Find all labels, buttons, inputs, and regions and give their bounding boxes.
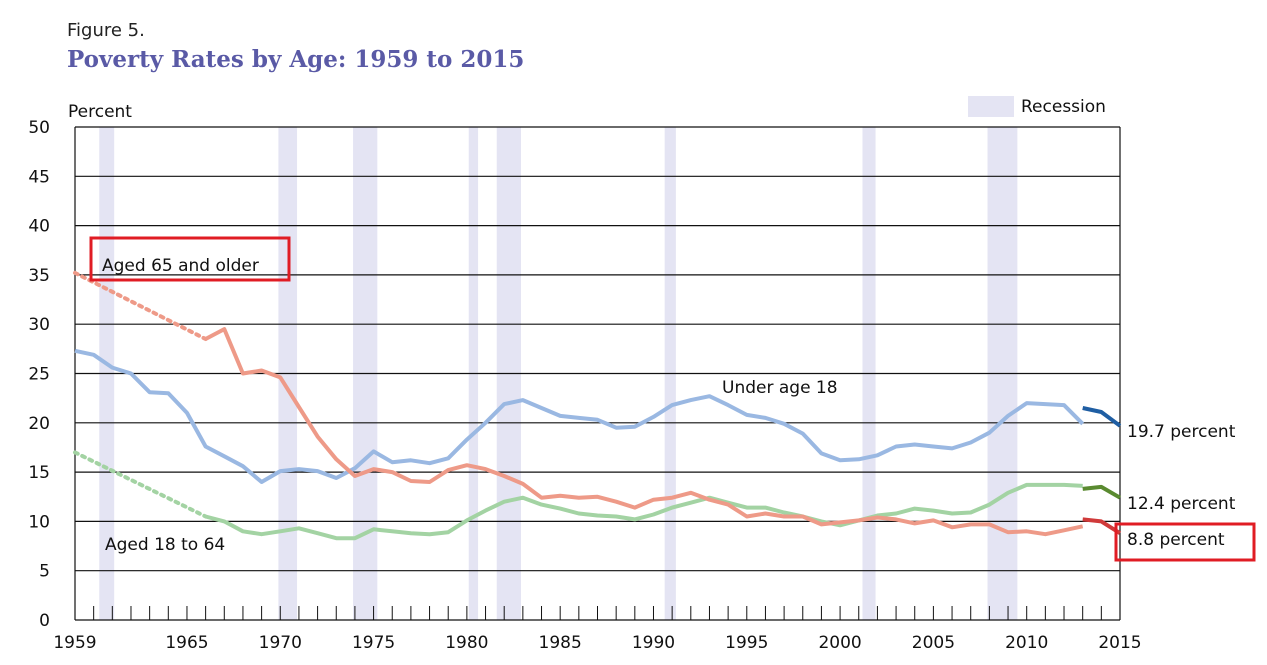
y-tick-label: 20 (28, 414, 50, 434)
y-tick-label: 5 (39, 562, 50, 582)
series-recent-line (1082, 484, 1122, 500)
axes: 0 5 10 15 20 25 30 35 40 45 50 1959 1965 1970 1975 1980… (28, 96, 1142, 653)
annotation-18-64: Aged 18 to 64 (105, 535, 225, 555)
series-lines (73, 270, 1122, 541)
x-tick-label: 2015 (1098, 633, 1141, 653)
series-recent-line (1082, 517, 1122, 535)
y-tick-label: 0 (39, 611, 50, 631)
highlight-box-end-label (1114, 522, 1256, 562)
legend-label: Recession (1021, 97, 1106, 117)
series-line (204, 327, 1084, 537)
y-tick-label: 40 (28, 217, 50, 237)
figure-label: Figure 5. (67, 20, 145, 41)
series-recent-line (1082, 406, 1122, 428)
y-tick-label: 50 (28, 118, 50, 138)
x-tick-label: 2000 (818, 633, 861, 653)
annotation-under-18: Under age 18 (722, 378, 838, 398)
annotations: 19.7 percent 12.4 percent 8.8 percent Under… (89, 236, 1256, 562)
y-tick-label: 15 (28, 463, 50, 483)
x-tick-label: 1965 (165, 633, 208, 653)
x-tick-label: 1970 (259, 633, 302, 653)
series-dotted-line (73, 270, 208, 341)
end-value-label: 19.7 percent (1127, 422, 1236, 442)
x-tick-label: 2010 (1005, 633, 1048, 653)
x-tick-label: 1975 (352, 633, 395, 653)
series-dotted-line (73, 450, 208, 519)
series-line (74, 348, 1085, 484)
gridlines (75, 126, 1120, 621)
series-line (205, 482, 1083, 541)
x-tick-label: 1985 (539, 633, 582, 653)
y-tick-label: 35 (28, 266, 50, 286)
x-tick-label: 1990 (632, 633, 675, 653)
x-tick-label: 2005 (912, 633, 955, 653)
x-tick-label: 1980 (445, 633, 488, 653)
highlight-box-65-older (89, 236, 291, 282)
x-tick-label: 1959 (53, 633, 96, 653)
figure-title: Poverty Rates by Age: 1959 to 2015 (67, 46, 525, 73)
legend-swatch (968, 96, 1014, 117)
annotation-65-older: Aged 65 and older (102, 256, 259, 276)
x-tick-label: 1995 (725, 633, 768, 653)
end-value-label: 8.8 percent (1127, 530, 1225, 550)
y-tick-label: 45 (28, 167, 50, 187)
y-tick-label: 25 (28, 365, 50, 385)
y-axis-title: Percent (68, 102, 132, 122)
y-tick-label: 30 (28, 315, 50, 335)
y-tick-label: 10 (28, 512, 50, 532)
end-value-label: 12.4 percent (1127, 494, 1236, 514)
